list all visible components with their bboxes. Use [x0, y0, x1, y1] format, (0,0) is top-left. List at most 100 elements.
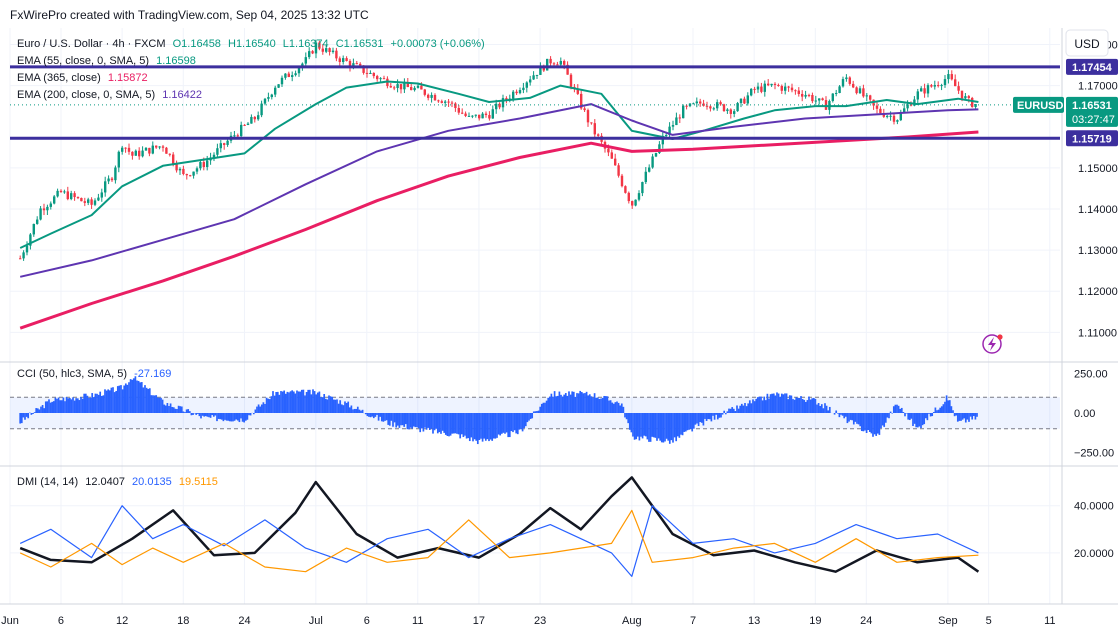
candle-body [341, 58, 345, 62]
ema365-legend[interactable]: EMA (365, close) 1.15872 [17, 72, 148, 84]
candle-body [535, 74, 539, 76]
candle-body [267, 97, 270, 99]
candle-body [739, 98, 743, 104]
candle-body [688, 103, 692, 107]
candle-body [63, 191, 66, 193]
dmi-legend[interactable]: DMI (14, 14) 12.0407 20.0135 19.5115 [17, 476, 218, 488]
candle-body [566, 64, 569, 75]
candle-body [246, 123, 250, 125]
candle-body [457, 108, 460, 113]
candle-body [195, 168, 199, 172]
candle-body [749, 88, 753, 96]
candle-body [165, 147, 168, 154]
candle-body [685, 105, 688, 107]
candle-body [205, 160, 209, 168]
candle-body [127, 147, 131, 152]
ema200-legend[interactable]: EMA (200, close, 0, SMA, 5) 1.16422 [17, 89, 202, 101]
candle-body [732, 111, 736, 114]
candle-body [831, 93, 834, 101]
candle-body [896, 120, 899, 122]
candle-body [256, 115, 260, 120]
support-tag-bg [1066, 130, 1118, 147]
plus-di-value: 20.0135 [132, 476, 172, 488]
ema365-line [19, 130, 979, 330]
symbol-legend[interactable]: Euro / U.S. Dollar · 4h · FXCM O1.16458 … [17, 38, 485, 50]
x-tick-label: 12 [116, 615, 128, 627]
candle-body [777, 84, 780, 86]
candle-body [100, 192, 103, 198]
candle-body [154, 145, 158, 148]
lightning-icon[interactable] [982, 334, 1003, 354]
candle-body [56, 190, 59, 197]
candle-body [39, 208, 42, 220]
candle-body [270, 94, 273, 98]
candle-body [76, 197, 80, 199]
candle-body [736, 103, 739, 112]
ema200-line [19, 103, 979, 278]
candle-body [324, 48, 328, 52]
candle-body [175, 164, 178, 171]
candle-body [865, 95, 868, 97]
candle-body [868, 95, 872, 100]
candle-body [712, 108, 715, 110]
candle-body [763, 83, 766, 92]
candle-body [141, 150, 144, 157]
candle-body [862, 88, 865, 97]
candle-body [66, 191, 69, 200]
candle-body [18, 258, 22, 260]
candle-body [583, 108, 586, 111]
open-value: O1.16458 [173, 38, 221, 50]
candle-body [471, 115, 474, 117]
candle-body [590, 122, 593, 124]
candle-body [392, 87, 396, 89]
candle-body [515, 91, 518, 94]
candle-body [906, 104, 909, 109]
candle-body [926, 85, 930, 94]
candle-body [821, 98, 824, 101]
candle-body [855, 87, 858, 94]
price-tag-bg [1066, 96, 1118, 127]
ema55-legend[interactable]: EMA (55, close, 0, SMA, 5) 1.16598 [17, 55, 196, 67]
high-value: H1.16540 [228, 38, 276, 50]
candle-body [178, 168, 182, 171]
candle-body [73, 193, 76, 198]
x-tick-label: 13 [748, 615, 760, 627]
candle-body [743, 98, 746, 104]
x-tick-label: 19 [809, 615, 821, 627]
x-tick-label: 18 [177, 615, 189, 627]
candle-body [766, 83, 770, 86]
candle-body [705, 105, 709, 107]
candle-body [875, 105, 879, 109]
candle-body [552, 63, 556, 65]
candle-body [579, 93, 583, 109]
low-value: L1.16374 [283, 38, 329, 50]
candle-body [450, 102, 454, 104]
currency-button[interactable] [1065, 29, 1109, 57]
candle-body [273, 87, 277, 95]
candle-body [134, 150, 137, 156]
minus-di-value: 19.5115 [179, 476, 218, 488]
candle-body [389, 86, 392, 88]
ema365-label: EMA (365, close) [17, 72, 101, 84]
candle-body [892, 115, 896, 122]
candle-body [783, 86, 787, 91]
candle-body [817, 98, 821, 101]
candle-body [304, 57, 307, 64]
candle-body [114, 167, 117, 181]
candle-body [532, 75, 535, 80]
candle-body [641, 182, 644, 194]
candle-body [811, 95, 814, 102]
y-tick-label: 1.12000 [1078, 286, 1118, 298]
candle-body [678, 117, 681, 119]
candle-body [681, 105, 685, 119]
candle-body [369, 72, 372, 74]
candle-body [284, 73, 287, 78]
candle-body [447, 101, 450, 103]
candle-body [25, 245, 29, 253]
candle-body [372, 72, 375, 77]
x-tick-label: 11 [1044, 615, 1055, 627]
symbol-name: Euro / U.S. Dollar · 4h · FXCM [17, 38, 166, 50]
candle-body [834, 92, 838, 94]
cci-legend[interactable]: CCI (50, hlc3, SMA, 5) -27.169 [17, 368, 171, 380]
candle-body [222, 143, 226, 145]
